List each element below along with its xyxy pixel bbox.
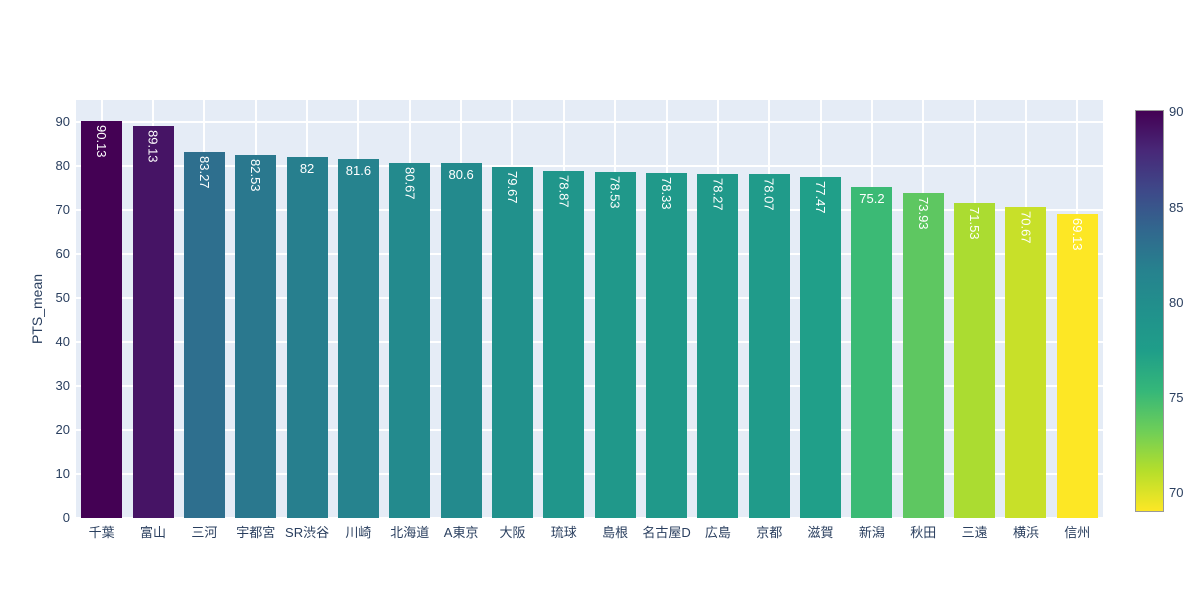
- horizontal-gridline: [76, 165, 1103, 167]
- x-tick-label: 宇都宮: [236, 525, 276, 540]
- plot-area[interactable]: 90.13 89.13 83.27 82.53 82 81.6 80.67 80.6 79.67…: [76, 100, 1103, 519]
- x-tick-label: 新潟: [858, 525, 885, 540]
- x-tick-label: 横浜: [1012, 525, 1039, 540]
- horizontal-gridline: [76, 253, 1103, 255]
- horizontal-gridline: [76, 121, 1103, 123]
- y-tick-label: 70: [55, 202, 70, 217]
- y-tick-label: 10: [55, 466, 70, 481]
- x-tick-label: 島根: [602, 525, 629, 540]
- x-tick-label: 信州: [1064, 525, 1091, 540]
- x-tick-label: 大阪: [499, 525, 526, 540]
- bar[interactable]: [543, 170, 585, 518]
- x-tick-label: 三河: [191, 525, 218, 540]
- x-tick-label: SR渋谷: [285, 525, 330, 540]
- bar[interactable]: [594, 172, 636, 518]
- y-tick-label: 20: [55, 422, 70, 437]
- bar[interactable]: [81, 121, 123, 518]
- colorbar-tick-label: 70: [1169, 485, 1184, 501]
- horizontal-gridline: [76, 429, 1103, 431]
- x-tick-label: 琉球: [550, 525, 577, 540]
- bar[interactable]: [1005, 207, 1047, 518]
- bar[interactable]: [132, 125, 174, 518]
- horizontal-gridline: [76, 209, 1103, 211]
- colorbar-tick-label: 80: [1169, 294, 1184, 310]
- bar[interactable]: [851, 187, 893, 518]
- x-tick-label: 三遠: [961, 525, 988, 540]
- colorbar-tick-label: 75: [1169, 390, 1184, 406]
- bar[interactable]: [646, 173, 688, 518]
- bar[interactable]: [954, 203, 996, 518]
- bar[interactable]: [902, 192, 944, 518]
- bar[interactable]: [440, 163, 482, 518]
- x-tick-label: A東京: [443, 525, 479, 540]
- x-tick-label: 千葉: [88, 525, 115, 540]
- bar[interactable]: [748, 174, 790, 518]
- colorbar-tick-label: 85: [1169, 199, 1184, 215]
- bar[interactable]: [337, 158, 379, 518]
- x-tick-label: 北海道: [390, 525, 430, 540]
- bar[interactable]: [697, 173, 739, 518]
- colorbar-tick-label: 90: [1169, 104, 1184, 120]
- y-tick-label: 90: [55, 114, 70, 129]
- bar[interactable]: [1056, 213, 1098, 518]
- y-tick-label: 50: [55, 290, 70, 305]
- bar[interactable]: [491, 167, 533, 518]
- x-tick-label: 滋賀: [807, 525, 834, 540]
- x-tick-label: 名古屋D: [642, 525, 691, 540]
- x-tick-label: 川崎: [345, 525, 372, 540]
- y-tick-label: 40: [55, 334, 70, 349]
- horizontal-gridline: [76, 341, 1103, 343]
- y-tick-label: 80: [55, 158, 70, 173]
- x-tick-label: 広島: [704, 525, 731, 540]
- y-tick-label: 30: [55, 378, 70, 393]
- horizontal-gridline: [76, 297, 1103, 299]
- x-tick-label: 秋田: [910, 525, 937, 540]
- bar[interactable]: [183, 151, 225, 518]
- y-tick-label: 0: [62, 510, 70, 525]
- horizontal-gridline: [76, 473, 1103, 475]
- colorbar-gradient: [1135, 110, 1164, 512]
- bar[interactable]: [389, 163, 431, 518]
- horizontal-gridline: [76, 517, 1103, 519]
- x-tick-label: 富山: [140, 525, 167, 540]
- horizontal-gridline: [76, 385, 1103, 387]
- y-tick-label: 60: [55, 246, 70, 261]
- bar[interactable]: [235, 154, 277, 518]
- x-tick-label: 京都: [756, 525, 783, 540]
- bar[interactable]: [800, 177, 842, 518]
- bar[interactable]: [286, 157, 328, 518]
